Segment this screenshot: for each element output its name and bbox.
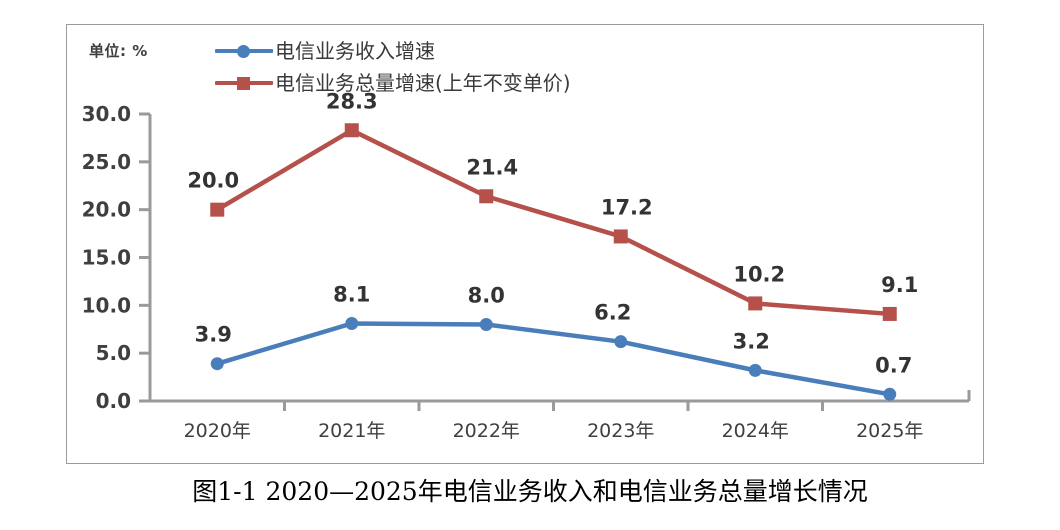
svg-text:0.7: 0.7 (875, 353, 912, 377)
svg-text:9.1: 9.1 (881, 273, 918, 297)
svg-text:10.0: 10.0 (82, 293, 131, 317)
axis-layer (139, 112, 971, 411)
legend-marker-square-icon (215, 73, 273, 93)
chart-frame: 单位: % 电信业务收入增速 电信业务总量增速(上年不变单价) 30.0 25.0… (66, 24, 984, 464)
svg-text:21.4: 21.4 (466, 155, 518, 179)
svg-text:20.0: 20.0 (187, 169, 239, 193)
svg-text:17.2: 17.2 (601, 195, 653, 219)
line-chart-plot: 30.025.020.015.010.05.00.0 2020年 2021年 202… (82, 89, 971, 442)
legend-item-revenue: 电信业务收入增速 (215, 35, 571, 67)
svg-text:8.0: 8.0 (468, 283, 505, 307)
svg-text:5.0: 5.0 (96, 341, 131, 365)
chart-legend: 电信业务收入增速 电信业务总量增速(上年不变单价) (215, 35, 571, 99)
legend-label-volume: 电信业务总量增速(上年不变单价) (275, 71, 571, 95)
svg-text:2024年: 2024年 (722, 420, 789, 442)
svg-text:20.0: 20.0 (82, 198, 131, 222)
svg-text:2023年: 2023年 (587, 420, 654, 442)
y-axis-tick-labels: 30.0 25.0 20.0 15.0 10.0 5.0 0.0 (82, 102, 131, 413)
svg-text:30.0: 30.0 (82, 102, 131, 126)
svg-text:2021年: 2021年 (318, 420, 385, 442)
svg-text:15.0: 15.0 (82, 246, 131, 270)
legend-label-revenue: 电信业务收入增速 (275, 39, 435, 63)
svg-text:6.2: 6.2 (594, 301, 631, 325)
data-series-layer (210, 123, 897, 401)
svg-text:2022年: 2022年 (453, 420, 520, 442)
svg-text:0.0: 0.0 (96, 389, 131, 413)
legend-item-volume: 电信业务总量增速(上年不变单价) (215, 67, 571, 99)
unit-label: 单位: % (89, 42, 148, 60)
svg-text:3.9: 3.9 (195, 323, 232, 347)
data-point-labels: 3.9 8.1 8.0 6.2 3.2 0.7 20.0 28.3 21.4 17.2 10.2 9.… (187, 89, 918, 377)
x-axis-tick-labels: 2020年 2021年 2022年 2023年 2024年 2025年 (184, 420, 924, 442)
svg-text:28.3: 28.3 (326, 89, 378, 113)
svg-text:10.2: 10.2 (733, 262, 785, 286)
figure-caption: 图1-1 2020—2025年电信业务收入和电信业务总量增长情况 (192, 477, 868, 506)
svg-text:25.0: 25.0 (82, 150, 131, 174)
svg-text:2020年: 2020年 (184, 420, 251, 442)
legend-marker-circle-icon (215, 41, 273, 61)
svg-text:8.1: 8.1 (333, 283, 370, 307)
svg-text:3.2: 3.2 (733, 329, 770, 353)
svg-text:2025年: 2025年 (856, 420, 923, 442)
